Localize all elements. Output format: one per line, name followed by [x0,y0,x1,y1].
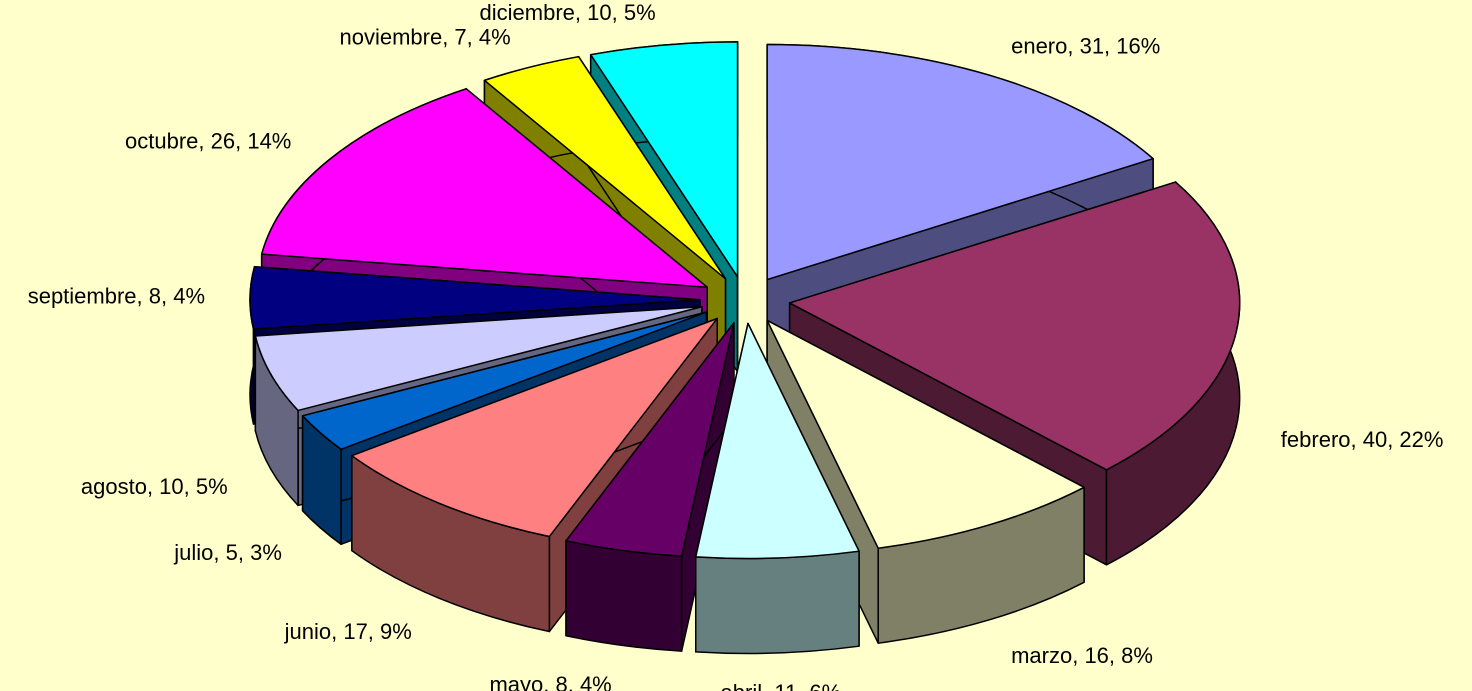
slice [565,322,735,652]
slice-top [483,55,727,280]
data-label: diciembre, 10, 5% [480,0,656,25]
slice-top [254,305,703,412]
data-label: julio, 5, 3% [173,540,282,565]
slice-wall [694,550,860,655]
slice-top [301,311,708,451]
slice-top [249,265,701,330]
data-label: octubre, 26, 14% [125,128,291,153]
slice-top [351,317,718,538]
slice-top [260,88,708,288]
slice-top [788,181,1241,471]
slice [694,322,860,655]
data-label: junio, 17, 9% [284,619,412,644]
slice-top [565,322,735,557]
slice-top [589,41,739,278]
data-label: noviembre, 7, 4% [339,25,510,50]
data-label: febrero, 40, 22% [1281,427,1444,452]
data-label: enero, 31, 16% [1011,33,1160,58]
data-label: agosto, 10, 5% [81,474,228,499]
slice-top [766,319,1085,549]
data-label: septiembre, 8, 4% [28,283,205,308]
data-label: mayo, 8, 4% [489,672,611,691]
data-label: marzo, 16, 8% [1011,643,1153,668]
data-label: abril, 11, 6% [721,680,842,691]
slice-top [766,43,1154,281]
slice-top [694,322,860,560]
slice-wall [565,540,683,652]
